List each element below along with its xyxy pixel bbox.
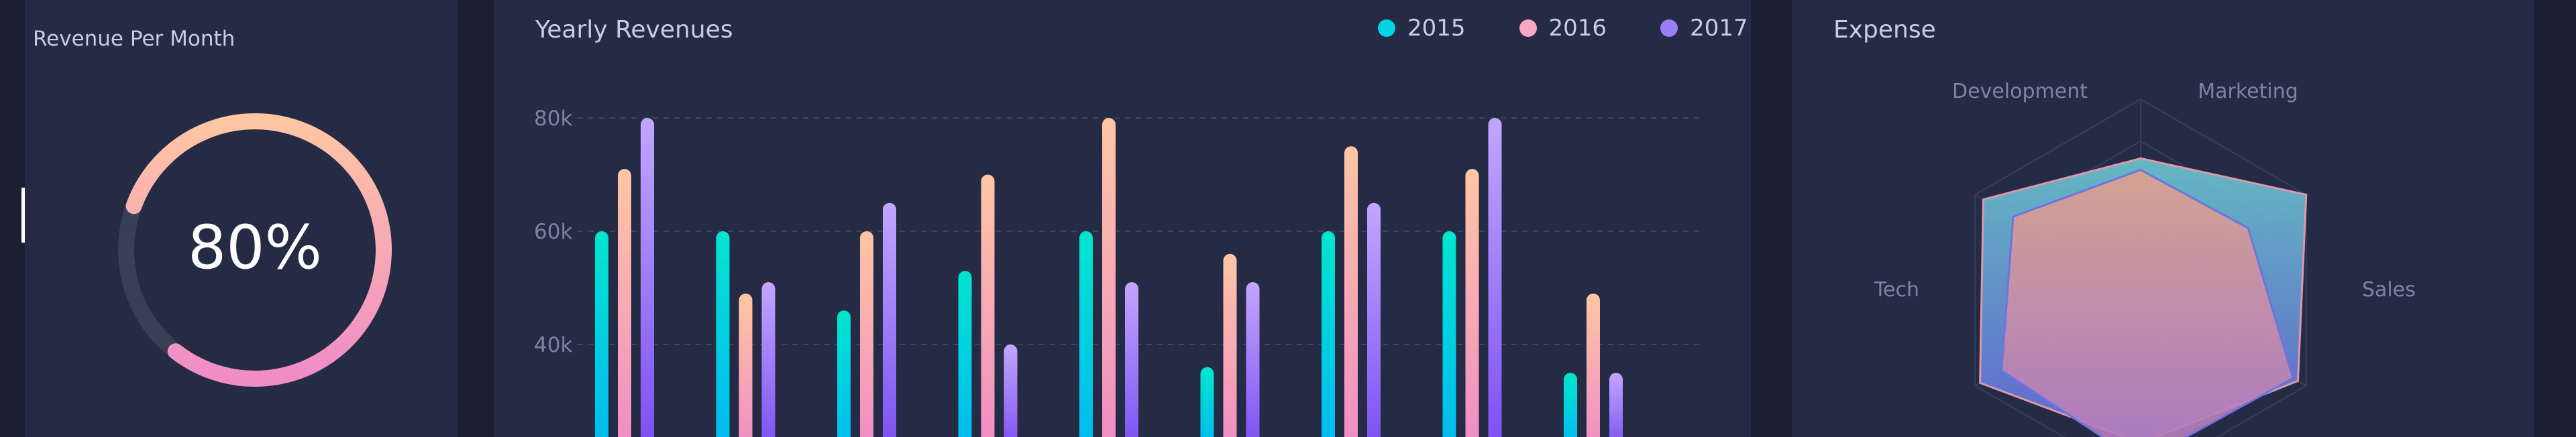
bar-2016[interactable]	[1465, 169, 1479, 437]
bar-2017[interactable]	[883, 202, 896, 437]
bar-2016[interactable]	[1344, 146, 1358, 437]
bar-2016[interactable]	[618, 169, 631, 437]
panel-title: Revenue Per Month	[33, 27, 235, 51]
bar-2015[interactable]	[1079, 231, 1093, 437]
legend-item-2016[interactable]: 2016	[1519, 15, 1607, 42]
y-tick-label: 40k	[534, 333, 572, 357]
legend-swatch	[1378, 19, 1395, 37]
legend-item-2015[interactable]: 2015	[1378, 15, 1466, 42]
legend-label: 2016	[1548, 15, 1607, 42]
legend-label: 2017	[1690, 15, 1748, 42]
bar-2015[interactable]	[595, 231, 608, 437]
bar-2017[interactable]	[1609, 373, 1623, 437]
bar-2015[interactable]	[1200, 367, 1214, 437]
radar-chart: Development Marketing Sales Tech	[1874, 80, 2416, 437]
panel-title: Yearly Revenues	[535, 16, 733, 44]
bar-2016[interactable]	[860, 231, 873, 437]
y-tick-label: 80k	[534, 107, 572, 131]
bar-2015[interactable]	[1322, 231, 1335, 437]
revenue-panel: Revenue Per Month 80%	[25, 0, 458, 437]
radar-axis-label-tech: Tech	[1874, 278, 1919, 302]
y-tick-label: 60k	[534, 220, 572, 244]
bar-2015[interactable]	[1442, 231, 1456, 437]
bar-2017[interactable]	[641, 118, 654, 437]
bar-2015[interactable]	[837, 310, 851, 437]
donut-value-arc	[125, 113, 392, 387]
donut-percent-label: 80%	[188, 212, 322, 283]
bar-chart: 40k 60k 80k	[534, 107, 1701, 437]
radar-axis-label-sales: Sales	[2362, 278, 2416, 302]
bar-2017[interactable]	[1246, 282, 1260, 437]
legend-label: 2015	[1407, 15, 1466, 42]
bar-2017[interactable]	[1125, 282, 1138, 437]
chart-legend: 2015 2016 2017	[1378, 15, 1748, 42]
bar-2016[interactable]	[739, 293, 753, 437]
bar-2017[interactable]	[1488, 118, 1502, 437]
bar-2017[interactable]	[1004, 345, 1018, 437]
legend-swatch	[1519, 19, 1537, 37]
bar-2016[interactable]	[981, 174, 995, 437]
bar-2016[interactable]	[1102, 118, 1116, 437]
yearly-revenues-panel: Yearly Revenues 2015 2016 2017 40k 60k 80k	[494, 0, 1751, 437]
bar-2016[interactable]	[1587, 293, 1600, 437]
bar-2017[interactable]	[761, 282, 775, 437]
bar-2015[interactable]	[716, 231, 730, 437]
bar-2015[interactable]	[1564, 373, 1577, 437]
bar-2016[interactable]	[1223, 253, 1237, 437]
legend-item-2017[interactable]: 2017	[1660, 15, 1748, 42]
radar-axis-label-marketing: Marketing	[2198, 80, 2298, 103]
bar-2015[interactable]	[958, 271, 972, 437]
expense-panel: Expense Development Marketing Sales Tech	[1792, 0, 2534, 437]
radar-axis-label-development: Development	[1952, 80, 2088, 103]
bar-2017[interactable]	[1367, 202, 1381, 437]
legend-swatch	[1660, 19, 1678, 37]
panel-title: Expense	[1833, 16, 1936, 44]
donut-chart: 80%	[118, 113, 392, 387]
radar-series-0[interactable]	[2000, 168, 2294, 437]
